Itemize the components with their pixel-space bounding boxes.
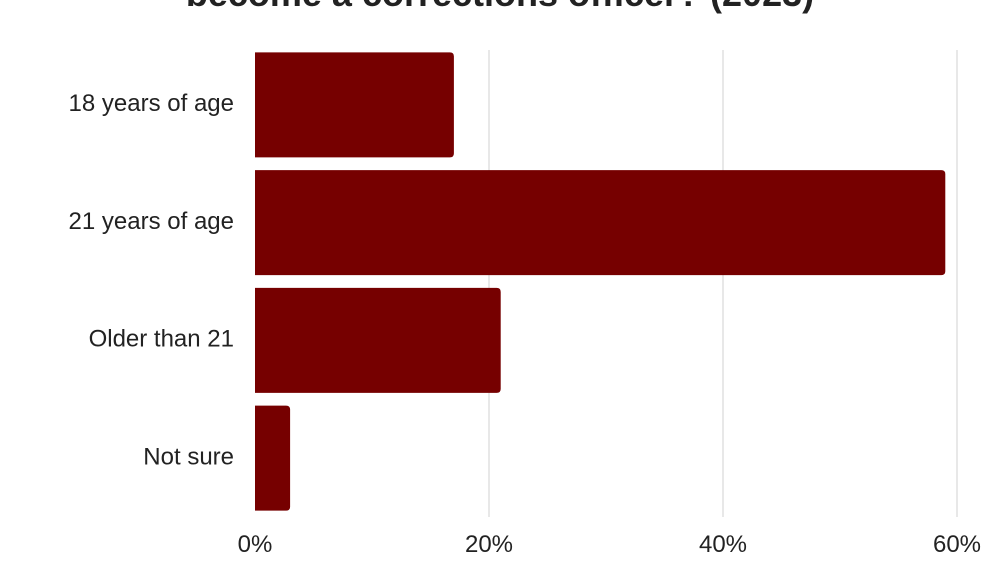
y-tick-label: 18 years of age: [69, 90, 234, 117]
y-tick-label: Older than 21: [89, 326, 234, 353]
bar: [255, 170, 946, 276]
y-tick-label: Not sure: [143, 443, 234, 470]
x-tick-label: 40%: [699, 531, 747, 558]
y-tick-label: 21 years of age: [69, 208, 234, 235]
chart-title: become a corrections officer? (2023): [186, 0, 814, 14]
x-tick-label: 20%: [465, 531, 513, 558]
bar: [255, 405, 291, 511]
bar: [255, 52, 454, 158]
bar: [255, 287, 501, 393]
x-tick-label: 0%: [238, 531, 273, 558]
x-tick-label: 60%: [933, 531, 981, 558]
